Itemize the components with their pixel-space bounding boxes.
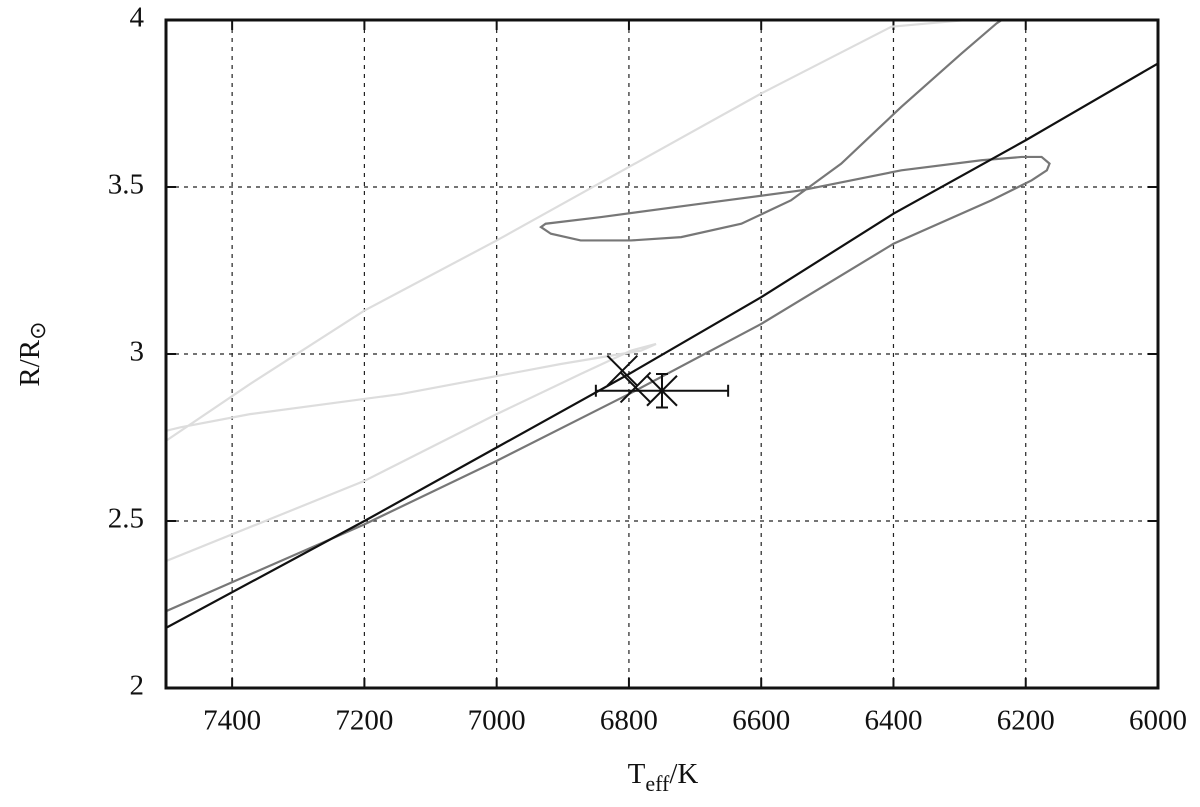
- point-marker: [619, 371, 652, 404]
- plot-area: [166, 20, 1158, 629]
- y-label-main: R/R: [14, 339, 46, 386]
- x-tick-label: 6400: [864, 705, 922, 737]
- x-tick-label: 6200: [997, 705, 1055, 737]
- y-axis-label: R/R⊙: [14, 321, 50, 386]
- series-line: [166, 20, 967, 563]
- y-tick-label: 3: [130, 336, 145, 368]
- y-tick-label: 2: [130, 670, 145, 702]
- x-tick-label: 7400: [203, 705, 261, 737]
- x-label-rest: /K: [669, 758, 698, 790]
- y-tick-label: 3.5: [108, 169, 144, 201]
- plot-border: [164, 18, 1160, 690]
- y-tick-label: 4: [130, 2, 145, 34]
- x-label-sub: eff: [645, 771, 670, 796]
- x-tick-label: 7000: [468, 705, 526, 737]
- point-marker: [606, 354, 639, 387]
- x-tick-label: 6800: [600, 705, 658, 737]
- x-tick-label: 6000: [1129, 705, 1187, 737]
- y-tick-label: 2.5: [108, 503, 144, 535]
- y-error-bar: [656, 373, 668, 409]
- series-line: [166, 20, 1051, 613]
- x-tick-label: 7200: [335, 705, 393, 737]
- series-line: [166, 62, 1158, 629]
- x-label-main: T: [628, 758, 646, 790]
- x-axis-label: Teff/K: [628, 758, 699, 796]
- x-tick-label: 6600: [732, 705, 790, 737]
- y-label-sub: ⊙: [25, 321, 50, 339]
